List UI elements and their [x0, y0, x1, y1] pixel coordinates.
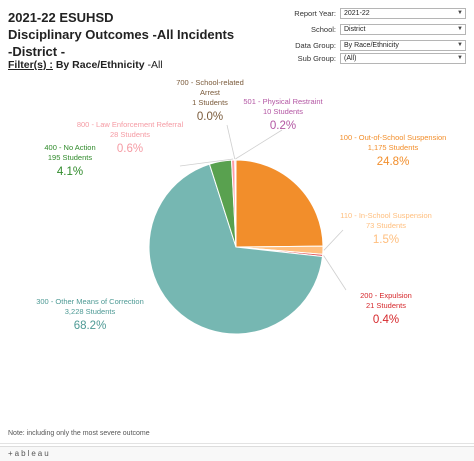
slice-name-5: 800 - Law Enforcement Referral: [77, 120, 184, 129]
tableau-logo[interactable]: +ableau: [8, 449, 51, 458]
sub-group-select[interactable]: (All) ▼: [340, 53, 466, 64]
data-group-label: Data Group:: [295, 41, 336, 50]
slice-count-7: 10 Students: [263, 107, 303, 116]
filter-value: By Race/Ethnicity: [55, 59, 145, 71]
chevron-down-icon: ▼: [457, 42, 463, 48]
slice-percent-3: 68.2%: [74, 320, 107, 332]
title-line-2: Disciplinary Outcomes -All Incidents: [8, 27, 235, 42]
school-value: District: [344, 26, 366, 33]
slice-name-6-line2: Arrest: [200, 88, 221, 97]
slice-count-2: 21 Students: [366, 301, 406, 310]
slice-percent-7: 0.2%: [270, 120, 296, 132]
data-group-select[interactable]: By Race/Ethnicity ▼: [340, 40, 466, 51]
slice-name-3: 300 - Other Means of Correction: [36, 297, 144, 306]
tableau-logo-text: +ableau: [8, 449, 51, 458]
leader-line-2: [323, 255, 347, 291]
slice-percent-6: 0.0%: [197, 111, 223, 123]
title-line-1: 2021-22 ESUHSD: [8, 10, 114, 25]
school-select[interactable]: District ▼: [340, 24, 466, 35]
slice-name-1: 110 - In-School Suspension: [340, 211, 432, 220]
footer-divider: [0, 443, 474, 444]
tableau-footer: +ableau: [0, 446, 474, 461]
slice-name-4: 400 - No Action: [44, 143, 95, 152]
slice-percent-1: 1.5%: [373, 234, 399, 246]
slice-name-2: 200 - Expulsion: [360, 291, 412, 300]
chevron-down-icon: ▼: [457, 55, 463, 61]
filter-label: Filter(s) :: [8, 59, 53, 71]
leader-line-5: [179, 158, 234, 167]
sub-group-label: Sub Group:: [297, 54, 336, 63]
sub-group-value: (All): [344, 55, 357, 62]
school-label: School:: [310, 25, 336, 34]
slice-count-6: 1 Students: [192, 98, 228, 107]
pie-slice-3[interactable]: [148, 163, 324, 335]
slice-name-6: 700 - School-related: [176, 78, 244, 87]
leader-lines: [179, 124, 347, 291]
slice-count-0: 1,175 Students: [368, 143, 419, 152]
filter-summary: Filter(s) : By Race/Ethnicity -All: [8, 59, 163, 71]
slice-count-1: 73 Students: [366, 221, 406, 230]
slice-percent-0: 24.8%: [377, 156, 410, 168]
slice-count-3: 3,228 Students: [65, 307, 116, 316]
chevron-down-icon: ▼: [457, 10, 463, 16]
title-line-3: -District -: [8, 44, 66, 59]
leader-line-7: [235, 129, 283, 160]
slice-count-4: 195 Students: [48, 153, 92, 162]
report-year-select[interactable]: 2021-22 ▼: [340, 8, 466, 19]
leader-line-6: [226, 124, 236, 160]
data-group-value: By Race/Ethnicity: [344, 42, 399, 49]
filter-suffix: -All: [147, 59, 163, 71]
footnote: Note: including only the most severe out…: [8, 430, 150, 437]
pie-slices: [148, 159, 324, 335]
chevron-down-icon: ▼: [457, 26, 463, 32]
slice-name-0: 100 - Out-of-School Suspension: [340, 133, 447, 142]
pie-slice-0[interactable]: [235, 159, 324, 248]
slice-name-7: 501 - Physical Restraint: [243, 97, 323, 106]
slice-count-5: 28 Students: [110, 130, 150, 139]
leader-line-1: [323, 229, 344, 251]
pie-slice-7[interactable]: [234, 159, 237, 248]
slice-percent-2: 0.4%: [373, 314, 399, 326]
report-year-label: Report Year:: [294, 9, 336, 18]
report-year-value: 2021-22: [344, 10, 370, 17]
slice-percent-5: 0.6%: [117, 143, 143, 155]
slice-percent-4: 4.1%: [57, 166, 83, 178]
